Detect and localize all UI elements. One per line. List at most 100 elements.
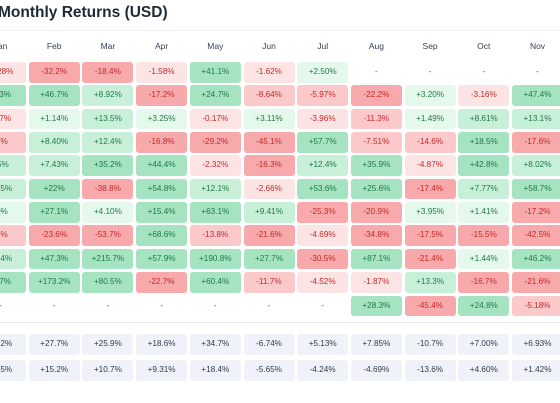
table-cell: -17.5%	[404, 225, 456, 246]
column-header-mar[interactable]: Mar	[100, 41, 116, 51]
table-cell: +22%	[28, 178, 80, 200]
summary-cell: +4.60%	[458, 360, 510, 381]
table-cell: +57.7%	[297, 132, 349, 153]
table-cell: -8%	[0, 225, 26, 246]
table-cell: -7.51%	[350, 132, 402, 153]
table-cell: -	[321, 300, 325, 310]
table-cell: +1.49%	[404, 108, 456, 130]
table-cell: +27.1%	[28, 202, 80, 223]
summary-cell: +7.00%	[458, 334, 510, 355]
summary-cell: -10.7%	[404, 334, 456, 355]
table-cell: +9.41%	[243, 202, 295, 223]
table-cell: -	[536, 67, 539, 76]
summary-divider	[0, 322, 560, 323]
table-cell: +3.95%	[404, 202, 456, 223]
table-cell: -11.3%	[350, 108, 402, 130]
summary-cell: +18.6%	[136, 334, 188, 355]
table-cell: +18.5%	[458, 132, 510, 153]
table-cell: -	[482, 67, 486, 76]
table-cell: -1.58%	[136, 62, 188, 83]
summary-cell: -5.65%	[243, 360, 295, 381]
table-cell: -5.18%	[512, 295, 560, 316]
table-cell: +12.4%	[82, 132, 134, 153]
table-cell: -2.32%	[189, 155, 241, 176]
table-cell: +12.1%	[189, 178, 241, 200]
table-cell: +35.9%	[350, 155, 402, 176]
table-cell: -45.4%	[404, 295, 456, 316]
table-cell: -8.64%	[243, 85, 295, 106]
summary-cell: -13.6%	[404, 360, 456, 381]
table-cell: -	[267, 300, 271, 310]
page-title: Monthly Returns (USD)	[0, 4, 168, 21]
column-header-nov[interactable]: Nov	[529, 41, 546, 51]
summary-cell: +34.7%	[189, 334, 241, 355]
table-cell: +63.1%	[189, 202, 241, 223]
title-divider	[0, 30, 560, 31]
table-cell: -1.28%	[0, 62, 26, 83]
column-header-apr[interactable]: Apr	[154, 41, 169, 51]
table-cell: +3.25%	[136, 108, 188, 130]
table-cell: -23.6%	[28, 225, 80, 246]
table-cell: -14.6%	[404, 132, 456, 153]
summary-cell: +15.2%	[28, 360, 80, 381]
table-cell: +215.7%	[82, 248, 134, 270]
table-cell: +57.9%	[136, 248, 188, 270]
table-cell: -29.2%	[189, 132, 241, 153]
table-cell: +60.4%	[189, 272, 241, 293]
column-header-oct[interactable]: Oct	[477, 41, 491, 51]
table-cell: -22.7%	[136, 272, 188, 293]
table-cell: +80.5%	[82, 272, 134, 293]
table-cell: -38.8%	[82, 178, 134, 200]
table-cell: +41.1%	[189, 62, 241, 83]
table-cell: -32.2%	[28, 62, 80, 83]
summary-cell: +9.31%	[136, 360, 188, 381]
table-cell: -15.5%	[458, 225, 510, 246]
table-cell: +8.92%	[82, 85, 134, 106]
column-header-jun[interactable]: Jun	[262, 41, 276, 51]
table-cell: +13.1%	[512, 108, 560, 130]
table-cell: +5%	[0, 155, 26, 176]
table-cell: +2.50%	[297, 62, 349, 83]
table-cell: -1.62%	[243, 62, 295, 83]
table-cell: +12.4%	[297, 155, 349, 176]
table-cell: +53.6%	[297, 178, 349, 200]
table-cell: -	[0, 296, 26, 317]
table-cell: +28.3%	[350, 295, 402, 316]
table-cell: +8.61%	[458, 108, 510, 130]
column-header-aug[interactable]: Aug	[368, 41, 384, 51]
table-cell: -17.6%	[512, 132, 560, 153]
table-cell: +25.6%	[350, 178, 402, 200]
table-cell: -20.9%	[350, 202, 402, 223]
table-cell: +1.14%	[28, 108, 80, 130]
table-cell: -13.8%	[189, 225, 241, 246]
table-cell: +1.44%	[458, 248, 510, 270]
column-header-may[interactable]: May	[207, 41, 224, 51]
summary-cell: -4.69%	[350, 360, 402, 381]
table-cell: -3.16%	[458, 85, 510, 106]
table-cell: +3.20%	[404, 85, 456, 106]
table-cell: -7%	[0, 132, 26, 153]
table-cell: +24.8%	[458, 295, 510, 316]
column-header-sep[interactable]: Sep	[422, 41, 438, 51]
table-cell: +3.11%	[243, 108, 295, 130]
column-header-jan[interactable]: Jan	[0, 41, 8, 51]
table-cell: -16.7%	[458, 272, 510, 293]
table-cell: +87.1%	[350, 248, 402, 270]
table-cell: +7.77%	[458, 178, 510, 200]
table-cell: -	[213, 300, 217, 310]
table-cell: +1.41%	[458, 202, 510, 223]
table-cell: +13.5%	[82, 108, 134, 130]
table-cell: -17.4%	[404, 178, 456, 200]
table-cell: -17.2%	[512, 202, 560, 223]
table-cell: -21.6%	[243, 225, 295, 246]
table-cell: -	[375, 67, 378, 76]
table-cell: +47%	[0, 272, 26, 293]
table-cell: +8.40%	[28, 132, 80, 153]
column-header-feb[interactable]: Feb	[46, 41, 62, 51]
table-cell: -0.17%	[189, 108, 241, 130]
table-cell: -3.96%	[297, 108, 349, 130]
column-header-jul[interactable]: Jul	[317, 41, 329, 51]
table-cell: -4.52%	[297, 272, 349, 293]
table-cell: +24.7%	[189, 85, 241, 106]
table-cell: -21.6%	[512, 272, 560, 293]
